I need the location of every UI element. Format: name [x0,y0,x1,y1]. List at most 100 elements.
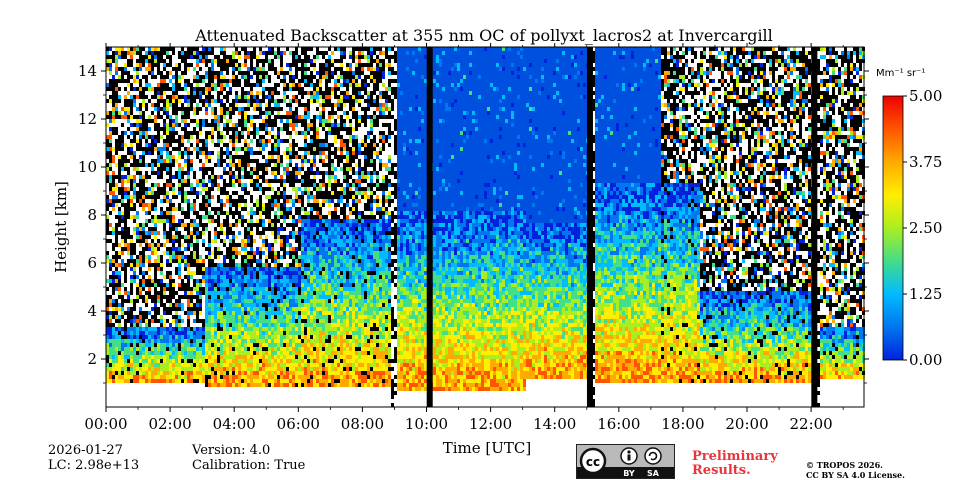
heatmap-cell [163,83,166,87]
heatmap-cell [178,131,181,135]
heatmap-cell [271,323,274,327]
heatmap-cell [196,295,199,299]
heatmap-cell [241,367,244,371]
heatmap-cell [118,183,121,187]
heatmap-cell [265,371,268,375]
heatmap-cell [217,275,220,279]
heatmap-cell [154,367,157,371]
heatmap-cell [244,311,247,315]
heatmap-cell [235,103,238,107]
heatmap-cell [208,363,211,367]
heatmap-cell [202,151,205,155]
heatmap-cell [115,235,118,239]
heatmap-cell [187,363,190,367]
heatmap-cell [157,175,160,179]
heatmap-cell [157,171,160,175]
heatmap-cell [250,159,253,163]
heatmap-cell [253,207,256,211]
heatmap-cell [178,155,181,159]
heatmap-cell [211,363,214,367]
heatmap-cell [217,299,220,303]
heatmap-cell [229,355,232,359]
heatmap-cell [211,195,214,199]
heatmap-cell [226,167,229,171]
heatmap-cell [175,59,178,63]
heatmap-cell [220,243,223,247]
heatmap-cell [262,375,265,379]
heatmap-cell [136,111,139,115]
heatmap-cell [178,363,181,367]
heatmap-cell [232,331,235,335]
heatmap-cell [253,223,256,227]
heatmap-cell [250,267,253,271]
heatmap-cell [121,275,124,279]
heatmap-cell [250,79,253,83]
heatmap-cell [220,195,223,199]
heatmap-cell [139,267,142,271]
heatmap-cell [139,231,142,235]
heatmap-cell [169,115,172,119]
heatmap-cell [265,155,268,159]
heatmap-cell [217,267,220,271]
heatmap-cell [157,223,160,227]
heatmap-cell [241,379,244,383]
heatmap-cell [223,135,226,139]
heatmap-cell [181,363,184,367]
heatmap-cell [226,75,229,79]
heatmap-cell [139,151,142,155]
heatmap-cell [235,307,238,311]
heatmap-cell [187,75,190,79]
heatmap-cell [193,187,196,191]
heatmap-cell [217,211,220,215]
heatmap-cell [172,235,175,239]
heatmap-cell [166,219,169,223]
heatmap-cell [130,151,133,155]
heatmap-cell [187,191,190,195]
heatmap-cell [235,83,238,87]
heatmap-cell [205,359,208,363]
heatmap-cell [121,283,124,287]
heatmap-cell [178,167,181,171]
heatmap-cell [265,379,268,383]
heatmap-cell [127,91,130,95]
heatmap-cell [112,219,115,223]
heatmap-cell [235,327,238,331]
heatmap-cell [133,243,136,247]
heatmap-cell [163,303,166,307]
heatmap-cell [205,183,208,187]
heatmap-cell [178,63,181,67]
heatmap-cell [142,171,145,175]
heatmap-cell [247,311,250,315]
heatmap-cell [250,151,253,155]
heatmap-cell [130,135,133,139]
heatmap-cell [235,355,238,359]
heatmap-cell [268,359,271,363]
heatmap-cell [265,163,268,167]
heatmap-column [253,47,256,387]
heatmap-cell [166,171,169,175]
heatmap-cell [124,303,127,307]
heatmap-cell [226,103,229,107]
heatmap-cell [109,239,112,243]
heatmap-cell [118,51,121,55]
heatmap-cell [151,91,154,95]
heatmap-cell [277,363,280,367]
heatmap-cell [127,195,130,199]
heatmap-cell [202,283,205,287]
heatmap-cell [265,135,268,139]
heatmap-cell [241,299,244,303]
heatmap-cell [271,171,274,175]
heatmap-cell [229,331,232,335]
heatmap-cell [190,107,193,111]
heatmap-cell [247,55,250,59]
heatmap-cell [163,191,166,195]
heatmap-cell [244,299,247,303]
heatmap-cell [175,139,178,143]
heatmap-cell [232,119,235,123]
heatmap-cell [202,351,205,355]
heatmap-cell [271,167,274,171]
heatmap-cell [238,191,241,195]
heatmap-cell [256,155,259,159]
heatmap-cell [160,323,163,327]
heatmap-cell [166,371,169,375]
